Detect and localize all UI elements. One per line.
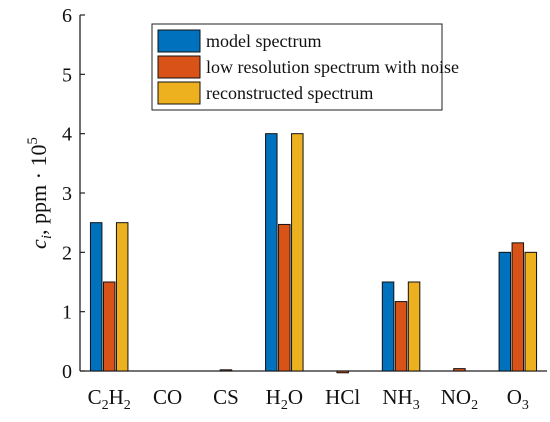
- y-tick-label: 2: [62, 242, 72, 264]
- y-axis-label: ci, ppm · 105: [25, 137, 55, 249]
- x-tick-label-no2: NO2: [441, 385, 478, 413]
- bar-no2-2: [453, 368, 466, 372]
- x-tick-label-nh3: NH3: [382, 385, 419, 413]
- y-tick-label: 3: [62, 183, 72, 205]
- y-tick-label: 6: [62, 5, 72, 27]
- y-tick-label: 1: [62, 302, 72, 324]
- y-tick-labels: 0 1 2 3 4 5 6: [62, 5, 72, 383]
- bar-o3-1: [498, 251, 512, 372]
- x-tick-label-cs: CS: [213, 385, 239, 409]
- axes: [79, 14, 547, 372]
- legend-label-2: low resolution spectrum with noise: [206, 57, 459, 77]
- bar-nh3-3: [407, 281, 421, 372]
- bar-nh3-1: [381, 281, 395, 372]
- bar-cs-2: [219, 369, 233, 372]
- bar-c2h2-2: [102, 281, 116, 372]
- legend-swatch-2: [157, 55, 201, 79]
- legend-label-3: reconstructed spectrum: [206, 83, 373, 103]
- y-tick-label: 5: [62, 64, 72, 86]
- x-tick-label-hcl: HCl: [325, 385, 360, 409]
- x-tick-label-h2o: H2O: [266, 385, 303, 413]
- x-tick-labels: C2H2 CO CS H2O HCl NH3 NO2 O3: [88, 385, 529, 413]
- legend-swatch-1: [157, 29, 201, 53]
- bar-c2h2-1: [89, 222, 103, 372]
- bar-c2h2-3: [115, 222, 129, 372]
- bar-hcl-2: [336, 370, 349, 374]
- x-tick-label-c2h2: C2H2: [88, 385, 131, 413]
- bar-o3-2: [511, 242, 525, 372]
- bars: [89, 133, 538, 374]
- legend: model spectrum low resolution spectrum wi…: [151, 23, 459, 111]
- bar-h2o-1: [265, 133, 278, 372]
- legend-label-1: model spectrum: [206, 31, 321, 51]
- bar-h2o-2: [278, 223, 291, 372]
- y-tick-label: 4: [62, 124, 72, 146]
- bar-h2o-3: [291, 133, 304, 372]
- legend-swatch-3: [157, 81, 201, 105]
- bar-o3-3: [524, 251, 538, 372]
- bar-nh3-2: [394, 301, 408, 372]
- x-tick-label-o3: O3: [507, 385, 529, 413]
- x-tick-label-co: CO: [153, 385, 182, 409]
- y-tick-label: 0: [62, 361, 72, 383]
